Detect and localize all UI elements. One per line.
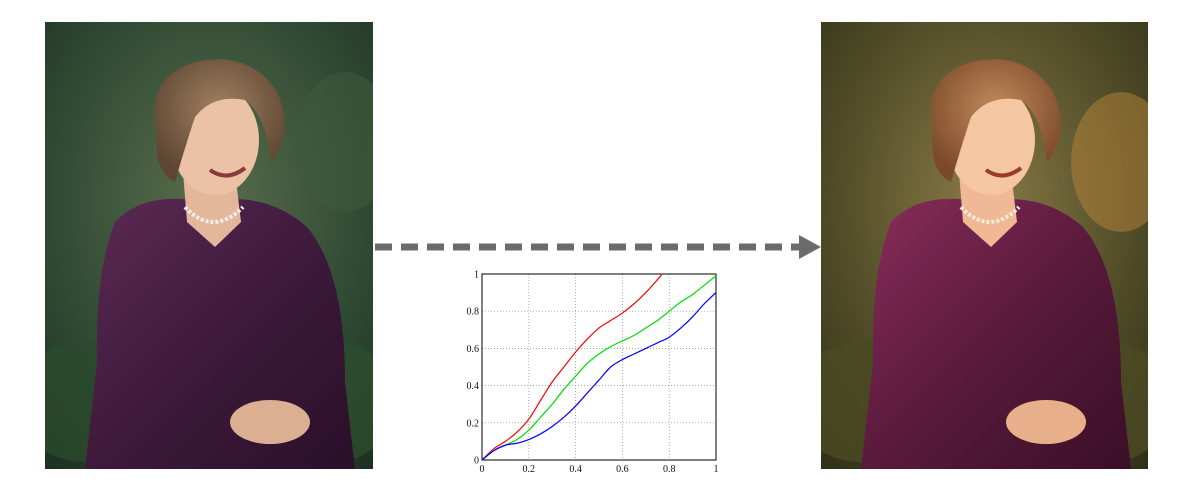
portrait-warm-toned-photo-icon	[821, 22, 1148, 469]
portrait-original-photo-icon	[45, 22, 373, 469]
series-line-1	[481, 275, 717, 461]
output-photo	[821, 22, 1148, 469]
y-tick-label: 0	[474, 456, 479, 467]
input-photo	[45, 22, 373, 469]
x-tick-label: 0.6	[616, 464, 629, 475]
x-tick-label: 0.8	[663, 464, 676, 475]
y-tick-label: 0.8	[467, 307, 480, 318]
chart-series	[481, 273, 717, 461]
chart-grid	[482, 274, 716, 460]
y-tick-label: 0.2	[467, 418, 480, 429]
chart-ticks: 0 0.2 0.4 0.6 0.8 1 0 0.2 0.4 0.6 0.8 1	[467, 270, 719, 476]
y-tick-label: 0.6	[467, 344, 480, 355]
y-tick-label: 1	[474, 270, 479, 281]
x-tick-label: 1	[714, 464, 719, 475]
dashed-right-arrow-icon	[375, 235, 821, 259]
x-tick-label: 0.2	[523, 464, 536, 475]
tone-curve-chart: 0 0.2 0.4 0.6 0.8 1 0 0.2 0.4 0.6 0.8 1	[467, 270, 719, 476]
y-tick-label: 0.4	[467, 381, 480, 392]
x-tick-label: 0.4	[569, 464, 582, 475]
plot-frame	[481, 273, 717, 461]
series-line-0	[481, 273, 663, 461]
x-tick-label: 0	[480, 464, 485, 475]
series-line-2	[481, 292, 717, 461]
